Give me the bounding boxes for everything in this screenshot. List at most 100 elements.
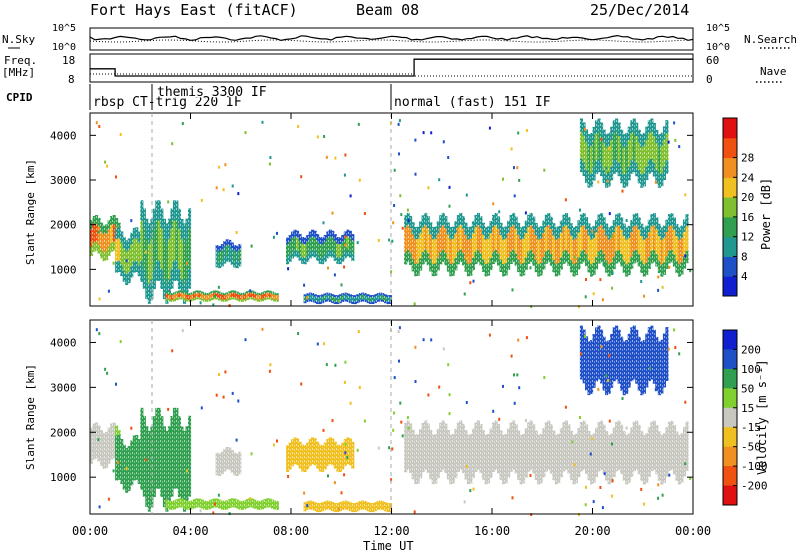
power-echo-cell: [631, 147, 634, 151]
power-echo-cell: [605, 166, 608, 170]
power-echo-cell: [518, 178, 521, 182]
nave-label: Nave: [760, 65, 787, 78]
power-echo-cell: [130, 219, 133, 223]
velocity-echo-cell: [344, 442, 347, 446]
velocity-echo-cell: [603, 472, 606, 476]
power-echo-cell: [388, 238, 391, 242]
velocity-echo-cell: [591, 437, 594, 441]
nave-tick-low: 0: [706, 73, 713, 86]
range-tick-label: 2000: [50, 219, 77, 232]
velocity-echo-cell: [488, 333, 491, 337]
velocity-echo-cell: [325, 363, 328, 367]
colorbar-segment: [723, 330, 737, 350]
velocity-echo-cell: [237, 399, 240, 403]
time-tick-label: 00:00: [675, 524, 711, 538]
power-echo-cell: [363, 212, 366, 215]
power-echo-cell: [390, 270, 393, 274]
velocity-echo-cell: [573, 463, 576, 467]
velocity-echo-cell: [268, 369, 271, 373]
time-axis: 00:00 04:00 08:00 12:00 16:00 20:00 00:00: [72, 113, 711, 538]
power-echo-cell: [673, 121, 676, 125]
power-echo-cell: [327, 266, 329, 270]
power-echo-cell: [448, 204, 451, 208]
power-echo-cell: [601, 298, 604, 302]
power-echo-cell: [643, 294, 646, 298]
freq-label: Freq.: [4, 54, 37, 67]
colorbar-segment: [723, 407, 737, 428]
velocity-echo-cell: [297, 332, 300, 335]
velocity-echo-cell: [358, 386, 361, 389]
power-echo-cell: [649, 159, 652, 163]
velocity-echo-cell: [125, 467, 128, 471]
velocity-echo-cell: [104, 367, 107, 371]
velocity-echo-cell: [510, 354, 513, 358]
power-echo-cell: [181, 122, 184, 125]
power-echo-cell: [333, 273, 336, 277]
velocity-echo-cell: [442, 347, 445, 351]
velocity-echo-cell: [584, 334, 586, 338]
velocity-echo-cell: [608, 354, 611, 358]
velocity-echo-cell: [272, 443, 275, 447]
velocity-echo-cell: [344, 451, 347, 455]
power-echo-cell: [607, 171, 610, 175]
velocity-echo-cell: [90, 448, 93, 452]
power-echo-cell: [580, 145, 583, 149]
power-echo-cell: [510, 147, 513, 151]
velocity-echo-cell: [413, 510, 416, 514]
colorbar-segment: [723, 427, 737, 448]
colorbar-segment: [723, 118, 737, 139]
power-echo-cell: [674, 138, 677, 142]
nave-line: [90, 73, 693, 77]
velocity-echo-cell: [377, 446, 380, 450]
power-echo-cell: [524, 211, 527, 215]
colorbar-tick-label: -15: [741, 421, 761, 434]
power-echo-cell: [442, 140, 445, 144]
power-echo-cell: [406, 208, 409, 212]
power-echo-cell: [171, 142, 174, 146]
power-echo-cell: [287, 267, 290, 271]
velocity-echo-cell: [625, 426, 628, 430]
velocity-colorbar-label: Velocity [m s⁻¹]: [755, 359, 769, 475]
velocity-echo-cell: [224, 370, 227, 374]
power-echo-cell: [684, 193, 687, 197]
velocity-echo-cell: [185, 469, 188, 473]
power-echo-cell: [231, 184, 234, 188]
velocity-echo-cell: [469, 489, 472, 493]
power-echo-cell: [430, 131, 433, 135]
velocity-echo-cell: [343, 473, 346, 477]
colorbar-tick-label: 50: [741, 382, 754, 395]
power-echo-cell: [268, 162, 271, 166]
velocity-echo-cell: [668, 473, 671, 477]
velocity-echo-cell: [448, 393, 451, 397]
power-echo-cell: [472, 279, 475, 283]
power-echo-cell: [399, 194, 402, 198]
range-tick-label: 1000: [50, 471, 77, 484]
power-echo-cell: [344, 235, 347, 239]
time-tick-label: 12:00: [374, 524, 410, 538]
velocity-echo-cell: [199, 509, 202, 513]
power-echo-cell: [657, 275, 660, 279]
power-echo-cell: [661, 285, 664, 289]
power-echo-cell: [218, 165, 221, 169]
velocity-echo-cell: [323, 342, 326, 346]
power-echo-cell: [427, 186, 430, 190]
velocity-echo-cell: [276, 439, 278, 443]
velocity-echo-cell: [392, 428, 395, 432]
velocity-echo-cell: [673, 328, 676, 332]
colorbar-segment: [723, 368, 737, 389]
power-echo-cell: [106, 164, 109, 168]
velocity-echo-cell: [611, 479, 614, 483]
noise-line: [89, 34, 694, 42]
velocity-echo-cell: [398, 359, 400, 363]
power-echo-cell: [214, 294, 216, 298]
nsearch-label: N.Search: [744, 33, 797, 46]
velocity-echo-cell: [518, 386, 521, 390]
power-echo-cell: [340, 283, 343, 287]
power-echo-cell: [438, 178, 441, 182]
power-echo-cell: [119, 133, 122, 136]
velocity-echo-cell: [597, 387, 600, 391]
cpid-label-rbsp: rbsp CT-trig 220 IF: [93, 95, 242, 110]
colorbar-segment: [723, 446, 737, 467]
power-echo-cell: [584, 295, 587, 299]
